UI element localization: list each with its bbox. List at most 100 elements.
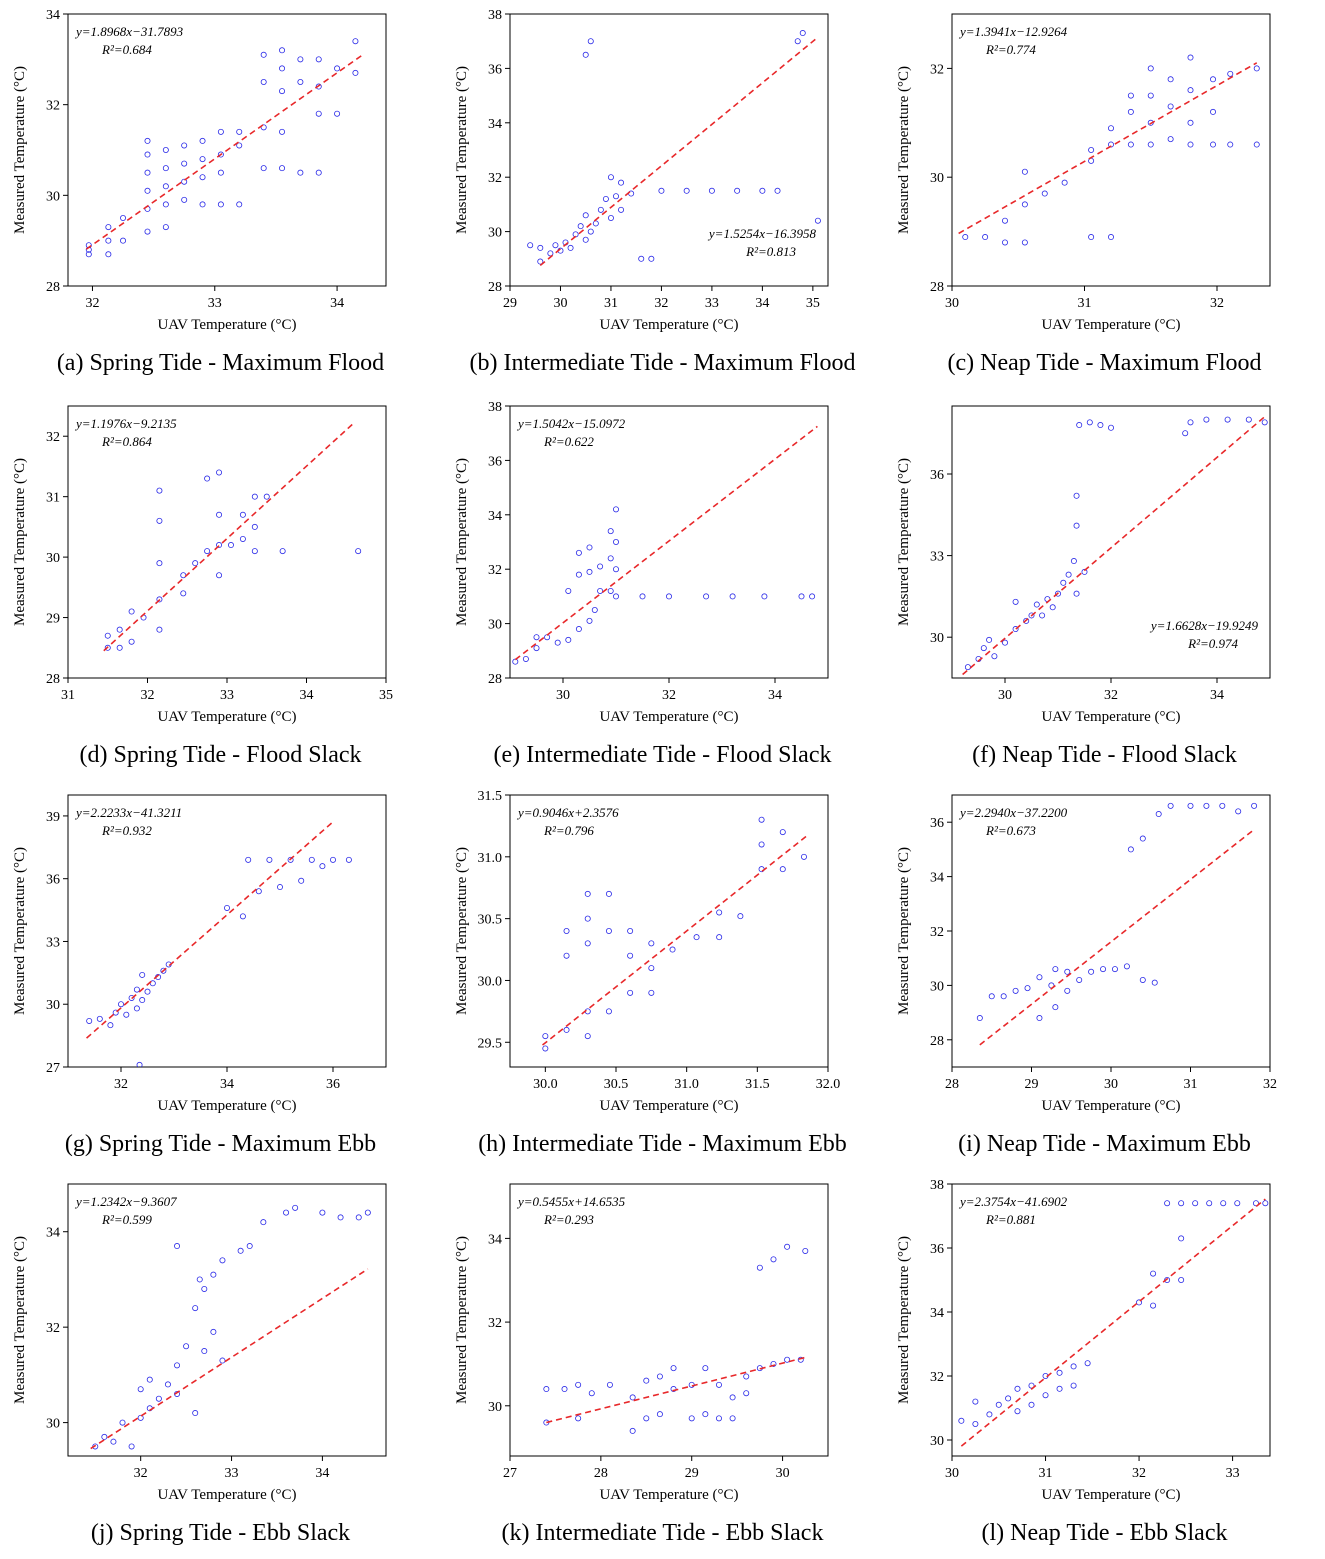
data-point [217,128,224,135]
y-tick-label: 33 [46,935,60,950]
data-point [105,224,112,231]
data-point [802,1247,809,1254]
y-tick-label: 33 [930,550,944,565]
data-point [123,1011,130,1018]
data-point [1042,1392,1049,1399]
x-axis-label: UAV Temperature (°C) [1041,1487,1180,1503]
r-squared: R²=0.932 [101,823,152,838]
r-squared: R²=0.673 [985,823,1036,838]
x-axis-label: UAV Temperature (°C) [157,1098,296,1114]
plot-frame [951,13,1271,287]
data-point [96,1015,103,1022]
data-point [1084,1360,1091,1367]
scatter-plot: 32 34 36 27 30 33 36 39 UAV Temperature (°C) Meas… [12,794,387,1114]
data-point [236,201,243,208]
data-point [602,195,609,202]
data-point [260,79,267,86]
data-point [251,523,258,530]
data-point [334,110,341,117]
data-point [995,1401,1002,1408]
x-tick-label: 31.5 [745,1077,770,1092]
data-point [716,934,723,941]
data-point [779,829,786,836]
data-point [737,913,744,920]
data-point [216,511,223,518]
x-tick-label: 32 [1210,296,1224,311]
x-tick-label: 31 [1039,1466,1053,1481]
x-tick-label: 30 [945,296,959,311]
data-point [1002,217,1009,224]
data-point [128,638,135,645]
data-point [982,234,989,241]
data-point [582,212,589,219]
data-point [1070,1382,1077,1389]
y-tick-label: 39 [46,810,60,825]
data-point [199,174,206,181]
data-point [629,1427,636,1434]
data-point [137,1414,144,1421]
data-point [217,169,224,176]
y-tick-label: 30 [46,998,60,1013]
data-point [512,658,519,665]
data-point [276,884,283,891]
fit-equation: y=2.2940x−37.2200 [958,805,1068,820]
data-point [181,160,188,167]
data-point [110,1438,117,1445]
data-point [204,548,211,555]
data-point [1056,1385,1063,1392]
data-point [279,65,286,72]
data-point [976,1015,983,1022]
data-layer [90,1204,371,1450]
data-point [210,1271,217,1278]
data-point [1187,419,1194,426]
data-point [605,1008,612,1015]
data-point [734,187,741,194]
data-point [607,528,614,535]
data-point [162,183,169,190]
data-point [128,608,135,615]
data-point [120,237,127,244]
data-point [627,927,634,934]
data-point [607,214,614,221]
data-layer [976,802,1258,1046]
data-point [648,255,655,262]
panel-caption: (k) Intermediate Tide - Ebb Slack [501,1520,824,1546]
data-point [1021,201,1028,208]
y-axis-label: Measured Temperature (°C) [12,66,28,234]
data-point [139,997,146,1004]
y-tick-label: 36 [488,454,502,469]
data-point [192,1410,199,1417]
data-point [575,626,582,633]
x-tick-label: 30 [553,296,567,311]
data-point [688,1415,695,1422]
data-point [1002,639,1009,646]
data-point [1111,966,1118,973]
regression-line [960,1198,1266,1447]
panel-caption: (b) Intermediate Tide - Maximum Flood [469,350,856,376]
data-layer [958,54,1260,246]
y-axis-label: Measured Temperature (°C) [12,847,28,1015]
x-tick-label: 30 [776,1466,790,1481]
data-point [669,946,676,953]
data-point [612,538,619,545]
y-axis-label: Measured Temperature (°C) [896,847,912,1015]
x-tick-label: 34 [1210,688,1224,703]
x-tick-label: 30 [1104,1077,1118,1092]
y-tick-label: 30 [930,979,944,994]
data-point [279,165,286,172]
data-point [794,38,801,45]
data-point [162,165,169,172]
y-axis-label: Measured Temperature (°C) [454,1236,470,1404]
y-tick-label: 30 [46,189,60,204]
data-point [715,1381,722,1388]
fit-equation: y=1.8968x−31.7893 [74,24,184,39]
chart-panel: 32 33 34 28 30 32 34 UAV Temperature (°C) Measur… [0,0,441,389]
data-point [758,816,765,823]
data-point [1012,598,1019,605]
data-point [1261,419,1268,426]
chart-panel: 30 32 34 28 30 32 34 36 38 UAV Temperature (°C) Me… [442,392,883,781]
data-point [162,224,169,231]
y-tick-label: 30 [930,171,944,186]
